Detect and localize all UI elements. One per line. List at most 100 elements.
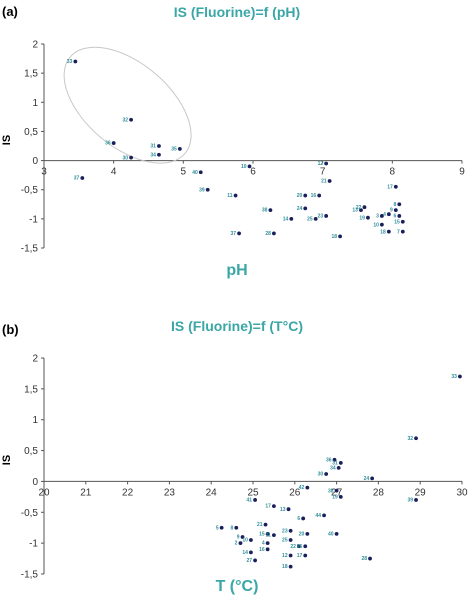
data-point-label: 20 bbox=[297, 193, 303, 199]
data-point-label: 11 bbox=[227, 193, 233, 199]
data-point bbox=[253, 558, 257, 563]
data-point-label: 39 bbox=[407, 498, 413, 504]
data-point bbox=[324, 214, 329, 218]
data-point bbox=[370, 476, 375, 481]
y-tick-label-b: -1 bbox=[29, 539, 38, 550]
y-tick-label-a: 2 bbox=[32, 40, 38, 51]
data-point bbox=[332, 457, 337, 462]
data-point-label: 11 bbox=[266, 533, 272, 539]
data-point bbox=[240, 535, 245, 539]
y-tick-label-a: 0,5 bbox=[24, 127, 38, 138]
data-point bbox=[265, 531, 270, 536]
data-point-label: 18 bbox=[380, 229, 386, 235]
y-tick-label-a: -0,5 bbox=[21, 185, 39, 196]
data-point bbox=[386, 229, 391, 234]
data-point bbox=[324, 161, 329, 166]
y-tick-label-b: 1 bbox=[32, 415, 38, 426]
x-tick-label-a: 7 bbox=[320, 167, 326, 178]
x-tick-label-b: 26 bbox=[289, 487, 301, 498]
data-point bbox=[303, 206, 308, 211]
data-point bbox=[338, 234, 342, 239]
y-tick-label-b: 0 bbox=[32, 477, 38, 488]
data-point bbox=[334, 488, 339, 493]
data-point-label: 30 bbox=[318, 472, 324, 478]
data-point bbox=[157, 152, 161, 157]
data-point bbox=[247, 164, 252, 169]
data-point bbox=[338, 494, 343, 499]
data-point-label: 3 bbox=[376, 214, 379, 220]
data-point-label: 12 bbox=[318, 161, 324, 167]
data-point-label: 31 bbox=[150, 144, 156, 150]
data-point-label: 31 bbox=[332, 461, 338, 467]
data-point bbox=[157, 144, 161, 148]
data-point-label: 42 bbox=[299, 485, 305, 491]
data-point-label: 14 bbox=[283, 216, 289, 222]
data-point bbox=[303, 544, 308, 549]
data-point bbox=[288, 528, 293, 533]
y-tick-label-b: 0,5 bbox=[24, 446, 38, 457]
data-point bbox=[111, 141, 116, 145]
data-point bbox=[253, 498, 257, 502]
data-point-label: 17 bbox=[387, 184, 393, 190]
data-point bbox=[73, 59, 78, 64]
data-point-label: 6 bbox=[394, 214, 397, 220]
data-point-label: 8 bbox=[230, 525, 233, 531]
data-point bbox=[288, 564, 293, 569]
y-tick-label-b: -1,5 bbox=[21, 570, 39, 581]
data-point bbox=[303, 193, 308, 198]
data-point-label: 10 bbox=[242, 538, 248, 544]
y-tick-label-a: -1,5 bbox=[21, 244, 39, 255]
data-point bbox=[219, 525, 224, 530]
data-point-label: 21 bbox=[321, 179, 327, 185]
data-point bbox=[265, 541, 270, 546]
data-point-label: 22 bbox=[290, 544, 296, 550]
x-tick-label-b: 27 bbox=[331, 487, 343, 498]
data-point-label: 22 bbox=[356, 205, 362, 211]
data-point-label: 32 bbox=[123, 117, 129, 123]
x-tick-label-b: 28 bbox=[373, 487, 385, 498]
data-point bbox=[263, 522, 268, 527]
data-point bbox=[272, 533, 276, 538]
data-point-label: 40 bbox=[192, 170, 198, 176]
data-point-label: 24 bbox=[297, 206, 303, 212]
data-point-label: 24 bbox=[364, 476, 370, 482]
data-point-label: 13 bbox=[280, 507, 286, 513]
data-point bbox=[379, 214, 384, 218]
data-point bbox=[129, 117, 133, 122]
data-point bbox=[338, 461, 343, 465]
data-point bbox=[414, 436, 418, 441]
data-point-label: 38 bbox=[328, 488, 334, 494]
highlight-ellipse bbox=[63, 46, 192, 164]
data-point-label: 18 bbox=[282, 564, 288, 570]
data-point-label: 18 bbox=[332, 234, 338, 240]
data-point-label: 34 bbox=[150, 152, 156, 158]
data-point-label: 36 bbox=[326, 457, 332, 463]
data-point-label: 25 bbox=[282, 538, 288, 544]
data-point bbox=[265, 547, 270, 552]
data-point bbox=[334, 531, 339, 536]
data-point-label: 9 bbox=[390, 208, 393, 214]
data-point-label: 16 bbox=[311, 193, 317, 199]
data-point-label: 5 bbox=[216, 525, 219, 531]
data-point-label: 19 bbox=[332, 494, 338, 500]
data-point bbox=[268, 208, 273, 213]
data-point bbox=[286, 507, 291, 512]
data-point bbox=[400, 229, 405, 234]
data-point bbox=[205, 187, 210, 192]
data-point-label: 32 bbox=[407, 436, 413, 442]
data-point bbox=[327, 179, 332, 183]
x-tick-label-b: 21 bbox=[80, 487, 92, 498]
x-tick-label-b: 29 bbox=[415, 487, 427, 498]
data-point-label: 37 bbox=[74, 176, 80, 182]
data-point-label: 23 bbox=[318, 214, 324, 220]
data-point bbox=[393, 208, 398, 213]
data-point-label: 17 bbox=[297, 553, 303, 559]
data-point-label: 6 bbox=[297, 516, 300, 522]
data-point-label: 14 bbox=[242, 550, 248, 556]
x-tick-label-a: 4 bbox=[111, 167, 117, 178]
data-point bbox=[288, 553, 293, 558]
data-point-label: 28 bbox=[361, 556, 367, 562]
data-point-label: 39 bbox=[199, 187, 205, 193]
data-point-label: 25 bbox=[307, 216, 313, 222]
